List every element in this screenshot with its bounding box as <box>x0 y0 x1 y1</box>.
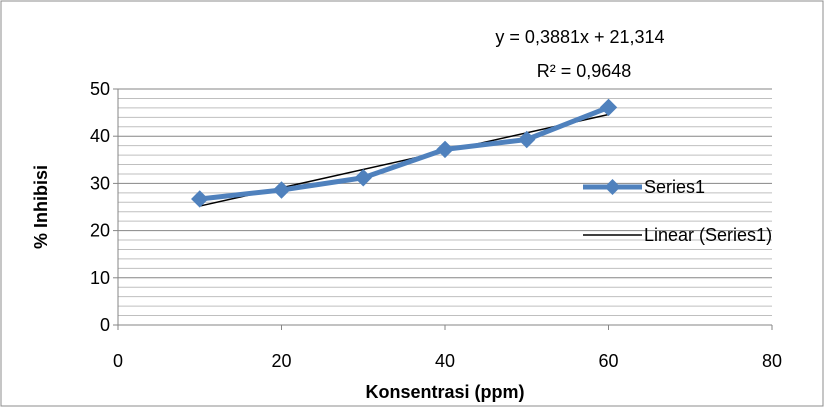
legend-series-label: Series1 <box>644 177 705 197</box>
x-tick-label: 80 <box>762 351 782 371</box>
series-line <box>199 105 610 202</box>
series-layer <box>191 98 618 208</box>
trendline-r-squared: R² = 0,9648 <box>537 61 632 81</box>
x-axis-title: Konsentrasi (ppm) <box>365 382 524 402</box>
x-tick-label: 20 <box>271 351 291 371</box>
y-axis-title: % Inhibisi <box>31 165 51 249</box>
y-tick-label: 0 <box>100 315 110 335</box>
x-tick-label: 0 <box>113 351 123 371</box>
data-point <box>436 140 454 159</box>
labels-layer: 0 10 20 30 40 50 0 20 40 60 80 <box>90 79 782 371</box>
y-tick-label: 20 <box>90 221 110 241</box>
x-tick-label: 60 <box>598 351 618 371</box>
legend-trendline-label: Linear (Series1) <box>644 225 772 245</box>
data-point <box>518 130 536 149</box>
axes <box>113 88 773 330</box>
grid-lines <box>118 88 772 326</box>
y-tick-label: 50 <box>90 79 110 99</box>
trendline-equation: y = 0,3881x + 21,314 <box>495 27 664 47</box>
legend: Series1 Linear (Series1) <box>583 177 772 245</box>
data-point <box>191 190 209 208</box>
y-tick-label: 40 <box>90 126 110 146</box>
data-point <box>272 181 291 199</box>
y-tick-label: 10 <box>90 268 110 288</box>
data-point <box>599 98 618 117</box>
y-tick-label: 30 <box>90 173 110 193</box>
legend-series-swatch-marker <box>604 179 621 195</box>
x-tick-label: 40 <box>435 351 455 371</box>
data-point <box>354 169 372 187</box>
